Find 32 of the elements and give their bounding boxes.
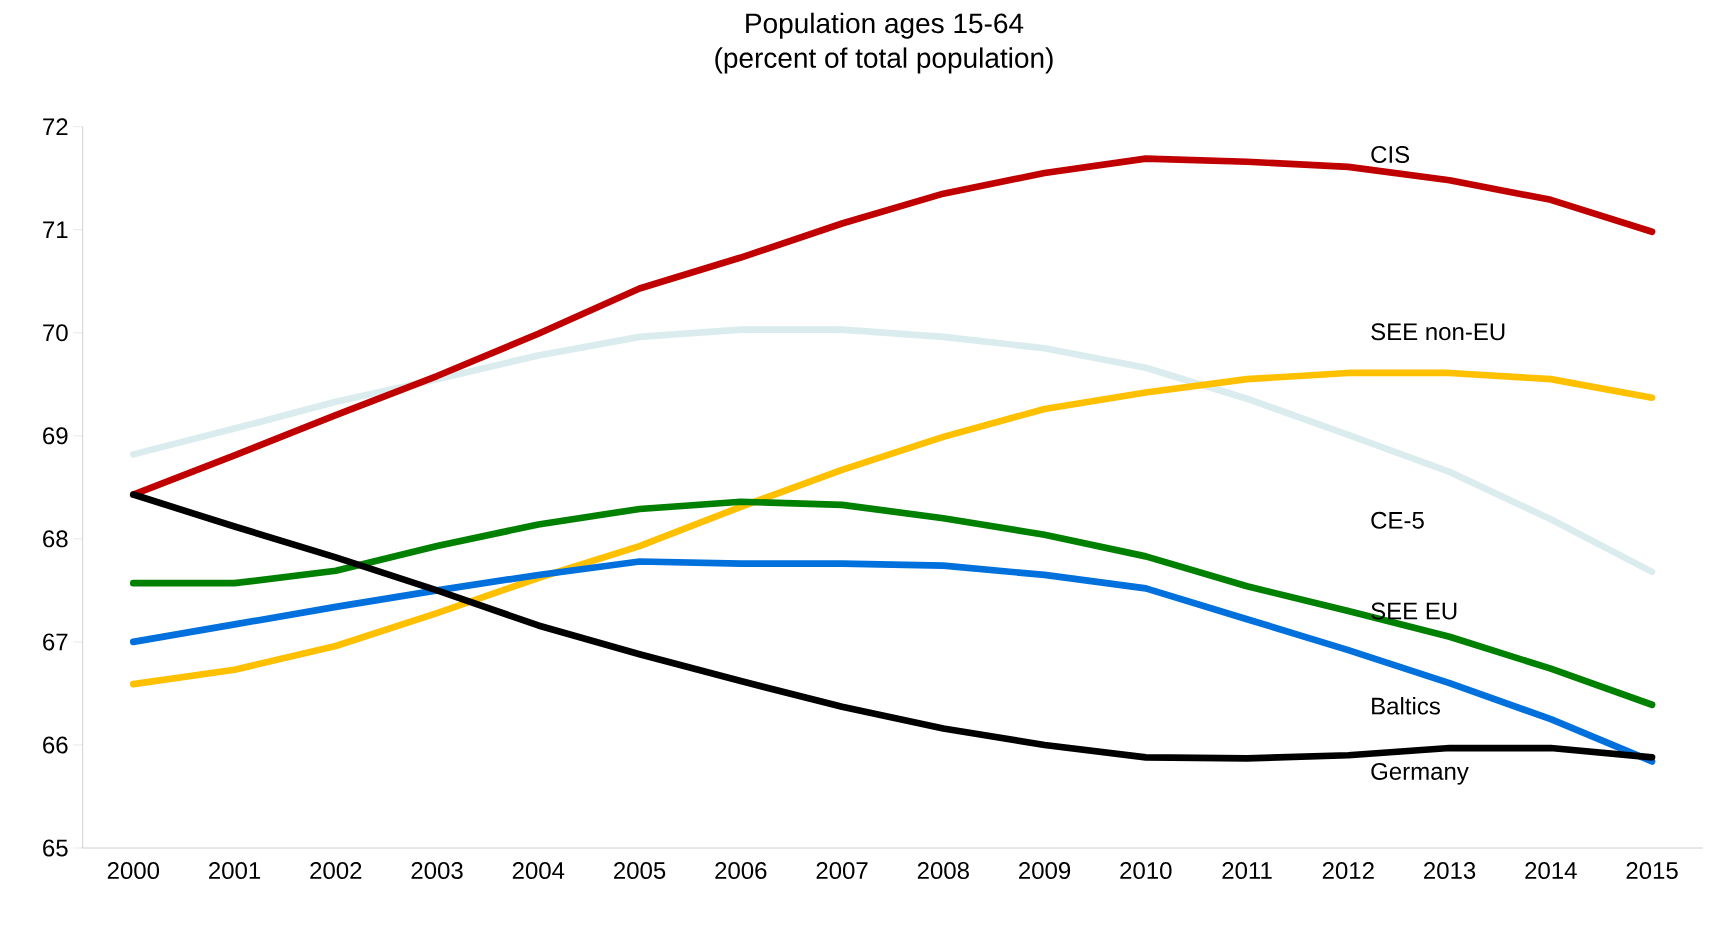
y-tick-label: 67 — [43, 633, 68, 651]
x-tick-label: 2008 — [917, 862, 969, 880]
x-tick-label: 2005 — [614, 862, 666, 880]
chart-title: Population ages 15-64 — [746, 12, 1024, 39]
x-tick-label: 2009 — [1019, 862, 1071, 880]
y-tick-label: 66 — [43, 736, 68, 754]
x-tick-label: 2011 — [1222, 862, 1272, 880]
y-tick-label: 68 — [43, 530, 68, 548]
x-tick-label: 2006 — [715, 862, 767, 880]
y-tick-label: 72 — [43, 118, 68, 136]
x-tick-label: 2003 — [411, 862, 463, 880]
x-tick-label: 2001 — [209, 862, 261, 880]
y-tick-label: 69 — [43, 427, 68, 445]
x-tick-label: 2002 — [310, 862, 362, 880]
series-label: Baltics — [1372, 696, 1440, 715]
y-tick-label: 71 — [43, 221, 68, 238]
y-tick-label: 65 — [43, 839, 68, 857]
series-label: SEE EU — [1371, 602, 1457, 620]
x-tick-label: 2015 — [1626, 862, 1678, 880]
x-tick-label: 2010 — [1120, 862, 1172, 880]
x-tick-label: 2014 — [1525, 862, 1577, 880]
x-tick-label: 2013 — [1424, 862, 1476, 880]
series-label: CE-5 — [1371, 511, 1424, 529]
x-tick-label: 2004 — [512, 862, 565, 880]
series-label: Germany — [1371, 762, 1469, 785]
series-label: CIS — [1371, 145, 1410, 163]
series-label: SEE non-EU — [1371, 323, 1505, 341]
x-tick-label: 2000 — [107, 862, 160, 880]
x-tick-label: 2007 — [816, 862, 868, 880]
x-tick-label: 2012 — [1322, 862, 1374, 880]
chart-subtitle: (percent of total population) — [715, 47, 1053, 74]
y-tick-label: 70 — [43, 324, 68, 342]
